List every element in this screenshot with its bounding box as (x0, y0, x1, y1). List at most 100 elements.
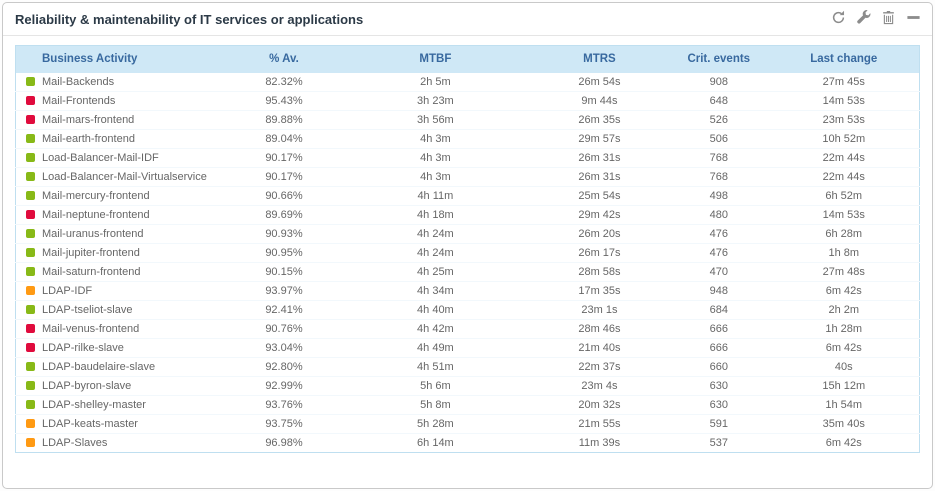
cell-mtbf: 5h 8m (340, 395, 530, 415)
business-activity-name: LDAP-IDF (42, 285, 93, 297)
cell-last: 6m 42s (768, 281, 920, 301)
cell-mtbf: 4h 51m (340, 357, 530, 377)
table-row[interactable]: Mail-Frontends 95.43% 3h 23m 9m 44s 648 14m 5… (15, 91, 920, 111)
column-header-crit-events: Crit. events (669, 45, 769, 73)
cell-last: 15h 12m (768, 376, 920, 396)
cell-last: 6m 42s (825, 437, 862, 449)
status-icon (26, 153, 35, 162)
column-header-last-change: Last change (768, 45, 920, 73)
cell-last: 22m 44s (768, 167, 920, 187)
widget-toolbar (829, 10, 922, 28)
cell-av: 82.32% (227, 72, 341, 92)
table-row[interactable]: LDAP-tseliot-slave 92.41% 4h 40m 23m 1s 684 2… (15, 300, 920, 320)
cell-last: 27m 45s (768, 72, 920, 92)
business-activity-cell: Mail-Frontends (15, 91, 228, 111)
business-activity-cell: Mail-jupiter-frontend (15, 243, 228, 263)
cell-crit: 768 (669, 148, 769, 168)
cell-crit: 768 (669, 167, 769, 187)
business-activity-name: LDAP-byron-slave (42, 380, 132, 392)
cell-mtrs: 23m 1s (529, 300, 670, 320)
table-row[interactable]: Mail-jupiter-frontend 90.95% 4h 24m 26m 17s… (15, 243, 920, 263)
cell-crit: 591 (669, 414, 769, 434)
cell-last: 6h 52m (768, 186, 920, 206)
cell-last: 1h 28m (768, 319, 920, 339)
table-row[interactable]: LDAP-Slaves 96.98% 6h 14m 11m 39s 537 6m 42s (16, 434, 920, 453)
widget-content: Business Activity % Av. MTBF MTRS Crit. … (3, 36, 932, 465)
cell-mtrs: 29m 57s (529, 129, 670, 149)
table-row[interactable]: LDAP-keats-master 93.75% 5h 28m 21m 55s 591 3… (15, 414, 920, 434)
business-activity-cell: Mail-Backends (15, 72, 228, 92)
cell-mtbf: 4h 3m (340, 167, 530, 187)
cell-mtrs: 26m 35s (529, 110, 670, 130)
cell-mtbf: 5h 28m (340, 414, 530, 434)
cell-crit: 630 (669, 395, 769, 415)
business-activity-cell: Mail-earth-frontend (15, 129, 228, 149)
business-activity-cell: LDAP-rilke-slave (15, 338, 228, 358)
cell-av: 89.69% (227, 205, 341, 225)
business-activity-cell: Load-Balancer-Mail-IDF (15, 148, 228, 168)
table-body: Mail-Backends 82.32% 2h 5m 26m 54s 908 27m 45… (15, 72, 920, 453)
cell-mtrs: 28m 58s (529, 262, 670, 282)
business-activity-name: Mail-Backends (42, 75, 115, 88)
cell-av: 89.04% (227, 129, 341, 149)
table-row[interactable]: LDAP-baudelaire-slave 92.80% 4h 51m 22m 37s… (15, 357, 920, 377)
table-row[interactable]: Mail-uranus-frontend 90.93% 4h 24m 26m 20s 4… (15, 224, 920, 244)
trash-icon (881, 10, 896, 28)
cell-mtrs: 26m 31s (529, 167, 670, 187)
cell-crit: 908 (669, 72, 769, 92)
status-icon (26, 229, 35, 238)
business-activity-cell: Mail-neptune-frontend (15, 205, 228, 225)
delete-button[interactable] (879, 10, 897, 28)
table-row[interactable]: LDAP-rilke-slave 93.04% 4h 49m 21m 40s 666 6m… (15, 338, 920, 358)
table-row[interactable]: LDAP-byron-slave 92.99% 5h 6m 23m 4s 630 15h … (15, 376, 920, 396)
cell-mtbf: 2h 5m (340, 72, 530, 92)
table-row[interactable]: Mail-mars-frontend 89.88% 3h 56m 26m 35s 526… (15, 110, 920, 130)
collapse-icon (906, 10, 921, 28)
cell-mtbf: 4h 11m (340, 186, 530, 206)
cell-av: 95.43% (227, 91, 341, 111)
table-row[interactable]: Mail-earth-frontend 89.04% 4h 3m 29m 57s 506… (15, 129, 920, 149)
business-activity-name: LDAP-baudelaire-slave (42, 361, 156, 373)
table-row[interactable]: Mail-saturn-frontend 90.15% 4h 25m 28m 58s 4… (15, 262, 920, 282)
refresh-button[interactable] (829, 10, 847, 28)
cell-av: 90.93% (227, 224, 341, 244)
cell-last: 10h 52m (768, 129, 920, 149)
refresh-icon (831, 10, 846, 28)
cell-crit: 498 (669, 186, 769, 206)
cell-mtbf: 4h 24m (340, 243, 530, 263)
widget-titlebar: Reliability & maintenability of IT servi… (3, 3, 932, 36)
table-row[interactable]: LDAP-shelley-master 93.76% 5h 8m 20m 32s 630… (15, 395, 920, 415)
business-activity-name: Mail-saturn-frontend (42, 266, 141, 278)
business-activity-name: LDAP-rilke-slave (42, 342, 124, 354)
table-row[interactable]: Mail-mercury-frontend 90.66% 4h 11m 25m 54s… (15, 186, 920, 206)
business-activity-name: LDAP-shelley-master (42, 399, 146, 411)
cell-crit: 526 (669, 110, 769, 130)
cell-last: 22m 44s (768, 148, 920, 168)
cell-mtbf: 4h 18m (340, 205, 530, 225)
business-activity-name: Mail-mars-frontend (42, 114, 135, 126)
table-row[interactable]: LDAP-IDF 93.97% 4h 34m 17m 35s 948 6m 42s (15, 281, 920, 301)
table-row[interactable]: Mail-venus-frontend 90.76% 4h 42m 28m 46s 66… (15, 319, 920, 339)
business-activity-cell: Mail-venus-frontend (15, 319, 228, 339)
settings-button[interactable] (854, 10, 872, 28)
table-row[interactable]: Mail-Backends 82.32% 2h 5m 26m 54s 908 27m 45… (15, 72, 920, 92)
cell-crit: 480 (669, 205, 769, 225)
status-icon (26, 324, 35, 333)
business-activity-cell: LDAP-tseliot-slave (15, 300, 228, 320)
cell-last: 6m 42s (768, 338, 920, 358)
cell-mtrs: 28m 46s (529, 319, 670, 339)
table-row[interactable]: Load-Balancer-Mail-Virtualservice 90.17% 4… (15, 167, 920, 187)
business-activity-name: Mail-mercury-frontend (42, 190, 150, 202)
business-activity-name: Mail-Frontends (42, 95, 116, 107)
cell-mtbf: 4h 42m (340, 319, 530, 339)
table-row[interactable]: Mail-neptune-frontend 89.69% 4h 18m 29m 42s… (15, 205, 920, 225)
collapse-button[interactable] (904, 10, 922, 28)
cell-mtrs: 26m 17s (529, 243, 670, 263)
wrench-icon (856, 10, 871, 28)
column-header-business-activity: Business Activity (15, 45, 228, 73)
cell-last: 1h 54m (768, 395, 920, 415)
table-row[interactable]: Load-Balancer-Mail-IDF 90.17% 4h 3m 26m 31s… (15, 148, 920, 168)
status-icon (26, 419, 35, 428)
business-activity-cell: Load-Balancer-Mail-Virtualservice (15, 167, 228, 187)
